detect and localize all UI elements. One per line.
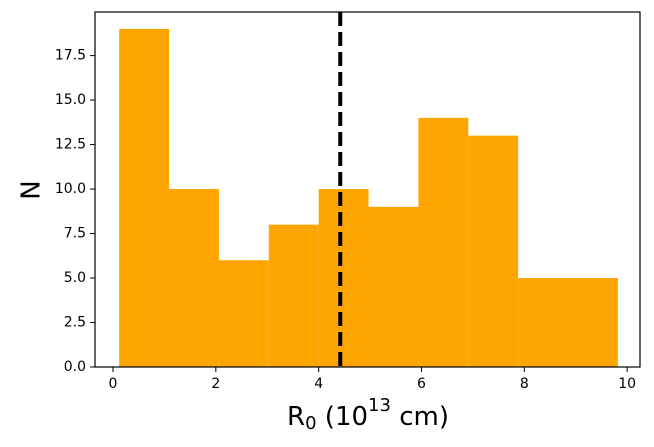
x-axis-title-part: cm): [391, 402, 449, 432]
y-tick-label: 5.0: [64, 270, 86, 286]
x-axis-title-superscript: 13: [368, 395, 391, 416]
x-tick-label: 6: [417, 376, 426, 392]
bar: [518, 278, 569, 367]
bar: [468, 135, 519, 367]
bar: [418, 117, 469, 367]
x-axis-title-part: (10: [317, 402, 369, 432]
bar: [119, 28, 170, 368]
x-tick-label: 4: [314, 376, 323, 392]
x-axis-title: R0 (1013 cm): [287, 395, 449, 434]
bar: [169, 189, 219, 367]
bar: [368, 206, 419, 367]
y-tick-label: 0.0: [64, 359, 86, 375]
x-axis-title-part: R: [287, 402, 305, 432]
y-tick-label: 7.5: [64, 226, 86, 242]
x-axis-title-subscript: 0: [305, 413, 316, 434]
bar: [568, 278, 618, 367]
bar: [318, 189, 369, 367]
x-tick-label: 10: [618, 376, 636, 392]
x-tick-label: 2: [211, 376, 220, 392]
x-tick-label: 0: [109, 376, 118, 392]
y-axis-title: N: [17, 180, 47, 199]
y-tick-label: 17.5: [55, 48, 86, 64]
bar: [218, 260, 269, 367]
y-tick-label: 12.5: [55, 137, 86, 153]
y-tick-label: 15.0: [55, 92, 86, 108]
y-tick-label: 2.5: [64, 315, 86, 331]
y-tick-label: 10.0: [55, 181, 86, 197]
x-tick-label: 8: [520, 376, 529, 392]
bar: [268, 224, 319, 367]
